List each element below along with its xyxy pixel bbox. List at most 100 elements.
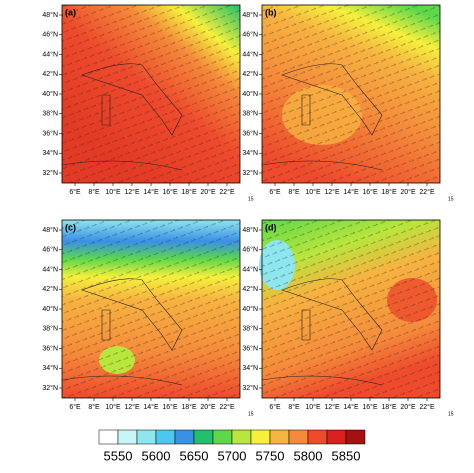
colorbar-box <box>193 429 214 445</box>
colorbar-label: 5700 <box>218 448 247 463</box>
lat-label: 38°N <box>42 325 58 333</box>
panels: (a) 15 48°N 46°N 44°N 42°N 40°N 38°N 36°N 34°N 32°… <box>42 4 454 417</box>
panel-label: (b) <box>265 7 277 17</box>
colorbar-label: 5850 <box>332 448 361 463</box>
colorbar-box <box>155 429 176 445</box>
wind-reference: 15 <box>448 196 454 202</box>
lat-label: 36°N <box>42 344 58 352</box>
wind-vectors <box>262 5 440 183</box>
colorbar-box <box>288 429 309 445</box>
lon-label: 10°E <box>305 403 321 411</box>
wind-vectors <box>62 5 240 183</box>
lon-label: 22°E <box>419 188 435 196</box>
lat-label: 44°N <box>42 265 58 273</box>
colorbar-label: 5750 <box>256 448 285 463</box>
lon-label: 6°E <box>269 403 281 411</box>
lon-label: 12°E <box>124 403 140 411</box>
colorbar-box <box>250 429 271 445</box>
lon-label: 16°E <box>362 403 378 411</box>
lon-label: 12°E <box>124 188 140 196</box>
colorbar-label: 5800 <box>294 448 323 463</box>
panel-label: (d) <box>265 222 277 232</box>
lat-label: 46°N <box>242 246 258 254</box>
lat-label: 42°N <box>242 285 258 293</box>
lat-label: 46°N <box>42 246 58 254</box>
lon-label: 16°E <box>162 403 178 411</box>
lon-label: 18°E <box>381 188 397 196</box>
lon-label: 20°E <box>200 403 216 411</box>
lat-label: 44°N <box>242 50 258 58</box>
lon-label: 12°E <box>324 188 340 196</box>
colorbar-box <box>117 429 138 445</box>
colorbar-label: 5550 <box>104 448 133 463</box>
panel-label: (a) <box>65 7 76 17</box>
lat-label: 36°N <box>242 344 258 352</box>
lat-label: 34°N <box>42 364 58 372</box>
lon-label: 20°E <box>400 403 416 411</box>
lon-label: 16°E <box>362 188 378 196</box>
colorbar-box <box>98 429 119 445</box>
lon-label: 18°E <box>181 403 197 411</box>
lat-label: 34°N <box>242 364 258 372</box>
lat-label: 46°N <box>242 31 258 39</box>
panel-label: (c) <box>65 222 76 232</box>
map-panel: (a) 15 48°N 46°N 44°N 42°N 40°N 38°N 36°N 34°N 32°… <box>42 4 254 202</box>
lat-label: 48°N <box>242 226 258 234</box>
lon-label: 22°E <box>219 188 235 196</box>
map-panel: (b) 15 48°N 46°N 44°N 42°N 40°N 38°N 36°N 34°N 32°… <box>242 4 454 202</box>
wind-reference: 15 <box>248 411 254 417</box>
lat-label: 36°N <box>42 129 58 137</box>
lat-label: 44°N <box>42 50 58 58</box>
lon-label: 8°E <box>88 403 100 411</box>
lon-label: 6°E <box>269 188 281 196</box>
lon-label: 20°E <box>200 188 216 196</box>
lat-label: 32°N <box>42 384 58 392</box>
lon-label: 8°E <box>288 188 300 196</box>
lat-label: 40°N <box>42 90 58 98</box>
lon-label: 14°E <box>143 403 159 411</box>
map-panel: (d) 15 48°N 46°N 44°N 42°N 40°N 38°N 36°N 34°N 32°… <box>242 219 454 417</box>
lat-label: 48°N <box>42 11 58 19</box>
colorbar-box <box>136 429 157 445</box>
lat-label: 40°N <box>242 305 258 313</box>
lat-label: 34°N <box>242 149 258 157</box>
wind-reference: 15 <box>248 196 254 202</box>
map-panel: (c) 15 48°N 46°N 44°N 42°N 40°N 38°N 36°N 34°N 32°… <box>42 219 254 417</box>
colorbar-label: 5650 <box>180 448 209 463</box>
colorbar-box <box>307 429 328 445</box>
lon-label: 8°E <box>288 403 300 411</box>
lat-label: 32°N <box>242 384 258 392</box>
lat-label: 46°N <box>42 31 58 39</box>
colorbar-box <box>269 429 290 445</box>
lat-label: 34°N <box>42 149 58 157</box>
lat-label: 40°N <box>42 305 58 313</box>
lat-label: 36°N <box>242 129 258 137</box>
lon-label: 20°E <box>400 188 416 196</box>
colorbar: 5550 5600 5650 5700 5750 5800 5850 <box>98 429 366 463</box>
lon-label: 14°E <box>343 188 359 196</box>
lat-label: 38°N <box>242 325 258 333</box>
lat-label: 48°N <box>242 11 258 19</box>
colorbar-box <box>212 429 233 445</box>
colorbar-box <box>345 429 366 445</box>
lat-label: 44°N <box>242 265 258 273</box>
lat-label: 38°N <box>42 110 58 118</box>
wind-vectors <box>262 220 440 398</box>
lon-label: 8°E <box>88 188 100 196</box>
lat-label: 42°N <box>42 285 58 293</box>
lon-label: 10°E <box>105 188 121 196</box>
lat-label: 40°N <box>242 90 258 98</box>
lon-label: 16°E <box>162 188 178 196</box>
lat-label: 32°N <box>242 169 258 177</box>
lon-label: 18°E <box>381 403 397 411</box>
colorbar-box <box>231 429 252 445</box>
colorbar-box <box>174 429 195 445</box>
lon-label: 18°E <box>181 188 197 196</box>
lon-label: 6°E <box>69 188 81 196</box>
lon-label: 14°E <box>343 403 359 411</box>
lat-label: 32°N <box>42 169 58 177</box>
colorbar-label: 5600 <box>142 448 171 463</box>
lon-label: 12°E <box>324 403 340 411</box>
lon-label: 22°E <box>219 403 235 411</box>
